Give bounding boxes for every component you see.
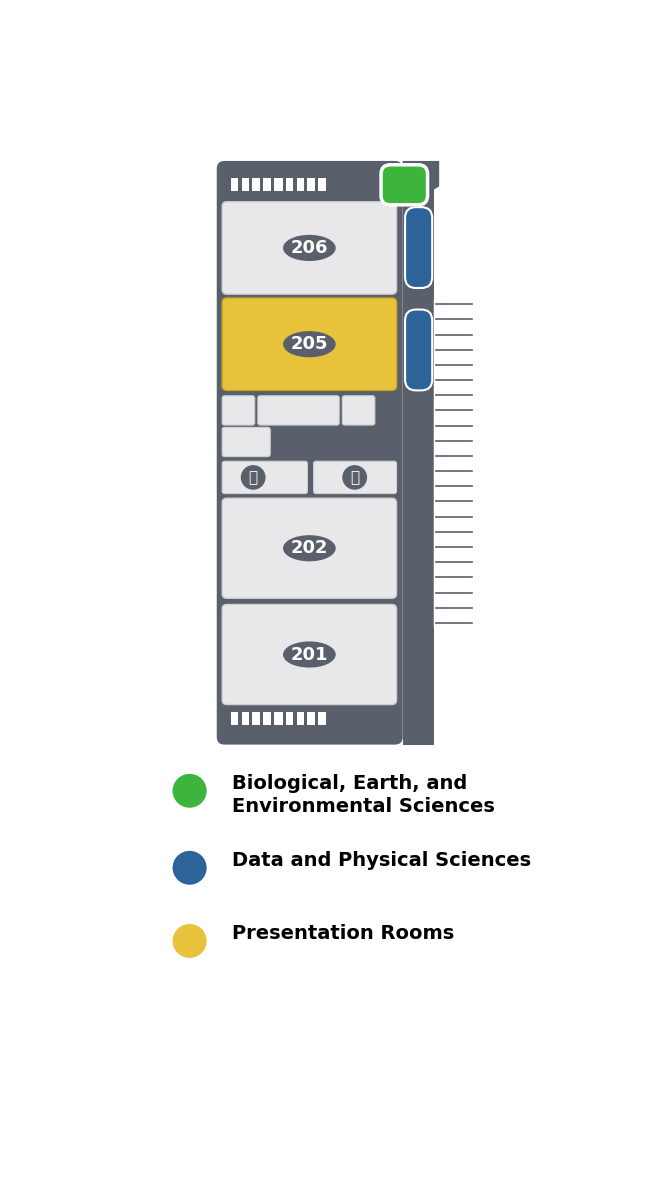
Bar (263, 713, 271, 725)
Circle shape (173, 774, 206, 808)
Text: 205: 205 (291, 335, 328, 353)
Bar (263, 178, 271, 191)
Text: Presentation Rooms: Presentation Rooms (232, 924, 454, 943)
FancyBboxPatch shape (222, 605, 397, 704)
Bar (230, 178, 238, 191)
Bar (241, 713, 249, 725)
Text: Data and Physical Sciences: Data and Physical Sciences (232, 851, 532, 870)
Bar (286, 178, 293, 191)
FancyBboxPatch shape (313, 461, 397, 493)
FancyBboxPatch shape (381, 164, 428, 205)
Circle shape (173, 851, 206, 884)
FancyBboxPatch shape (217, 161, 403, 744)
Circle shape (342, 466, 367, 490)
Bar (297, 713, 304, 725)
FancyBboxPatch shape (405, 208, 432, 288)
Text: 202: 202 (291, 539, 328, 557)
FancyBboxPatch shape (405, 310, 432, 390)
Bar (274, 713, 282, 725)
Bar (230, 713, 238, 725)
FancyBboxPatch shape (434, 298, 474, 629)
Ellipse shape (283, 235, 336, 262)
FancyBboxPatch shape (222, 498, 397, 599)
Text: 206: 206 (291, 239, 328, 257)
Bar (286, 713, 293, 725)
Bar (252, 178, 260, 191)
Bar (275, 178, 282, 191)
Text: ⛹: ⛹ (350, 470, 360, 485)
FancyBboxPatch shape (222, 298, 397, 390)
Bar (297, 178, 304, 191)
Bar (403, 161, 434, 744)
Text: Environmental Sciences: Environmental Sciences (232, 797, 495, 816)
Bar (274, 178, 282, 191)
FancyBboxPatch shape (342, 396, 375, 425)
FancyBboxPatch shape (222, 396, 254, 425)
Circle shape (173, 924, 206, 958)
Ellipse shape (283, 642, 336, 667)
FancyBboxPatch shape (222, 461, 308, 493)
Bar (308, 178, 315, 191)
Circle shape (241, 466, 265, 490)
Bar (318, 178, 326, 191)
Text: Biological, Earth, and: Biological, Earth, and (232, 774, 467, 792)
Bar (318, 713, 326, 725)
Text: 201: 201 (291, 646, 328, 664)
FancyBboxPatch shape (222, 202, 397, 294)
Polygon shape (403, 161, 439, 202)
FancyBboxPatch shape (222, 427, 270, 457)
Bar (241, 178, 249, 191)
FancyBboxPatch shape (258, 396, 339, 425)
Ellipse shape (283, 535, 336, 562)
Bar (308, 713, 315, 725)
Bar (275, 713, 282, 725)
Bar (252, 713, 260, 725)
Text: ⛹: ⛹ (249, 470, 258, 485)
Ellipse shape (283, 331, 336, 358)
